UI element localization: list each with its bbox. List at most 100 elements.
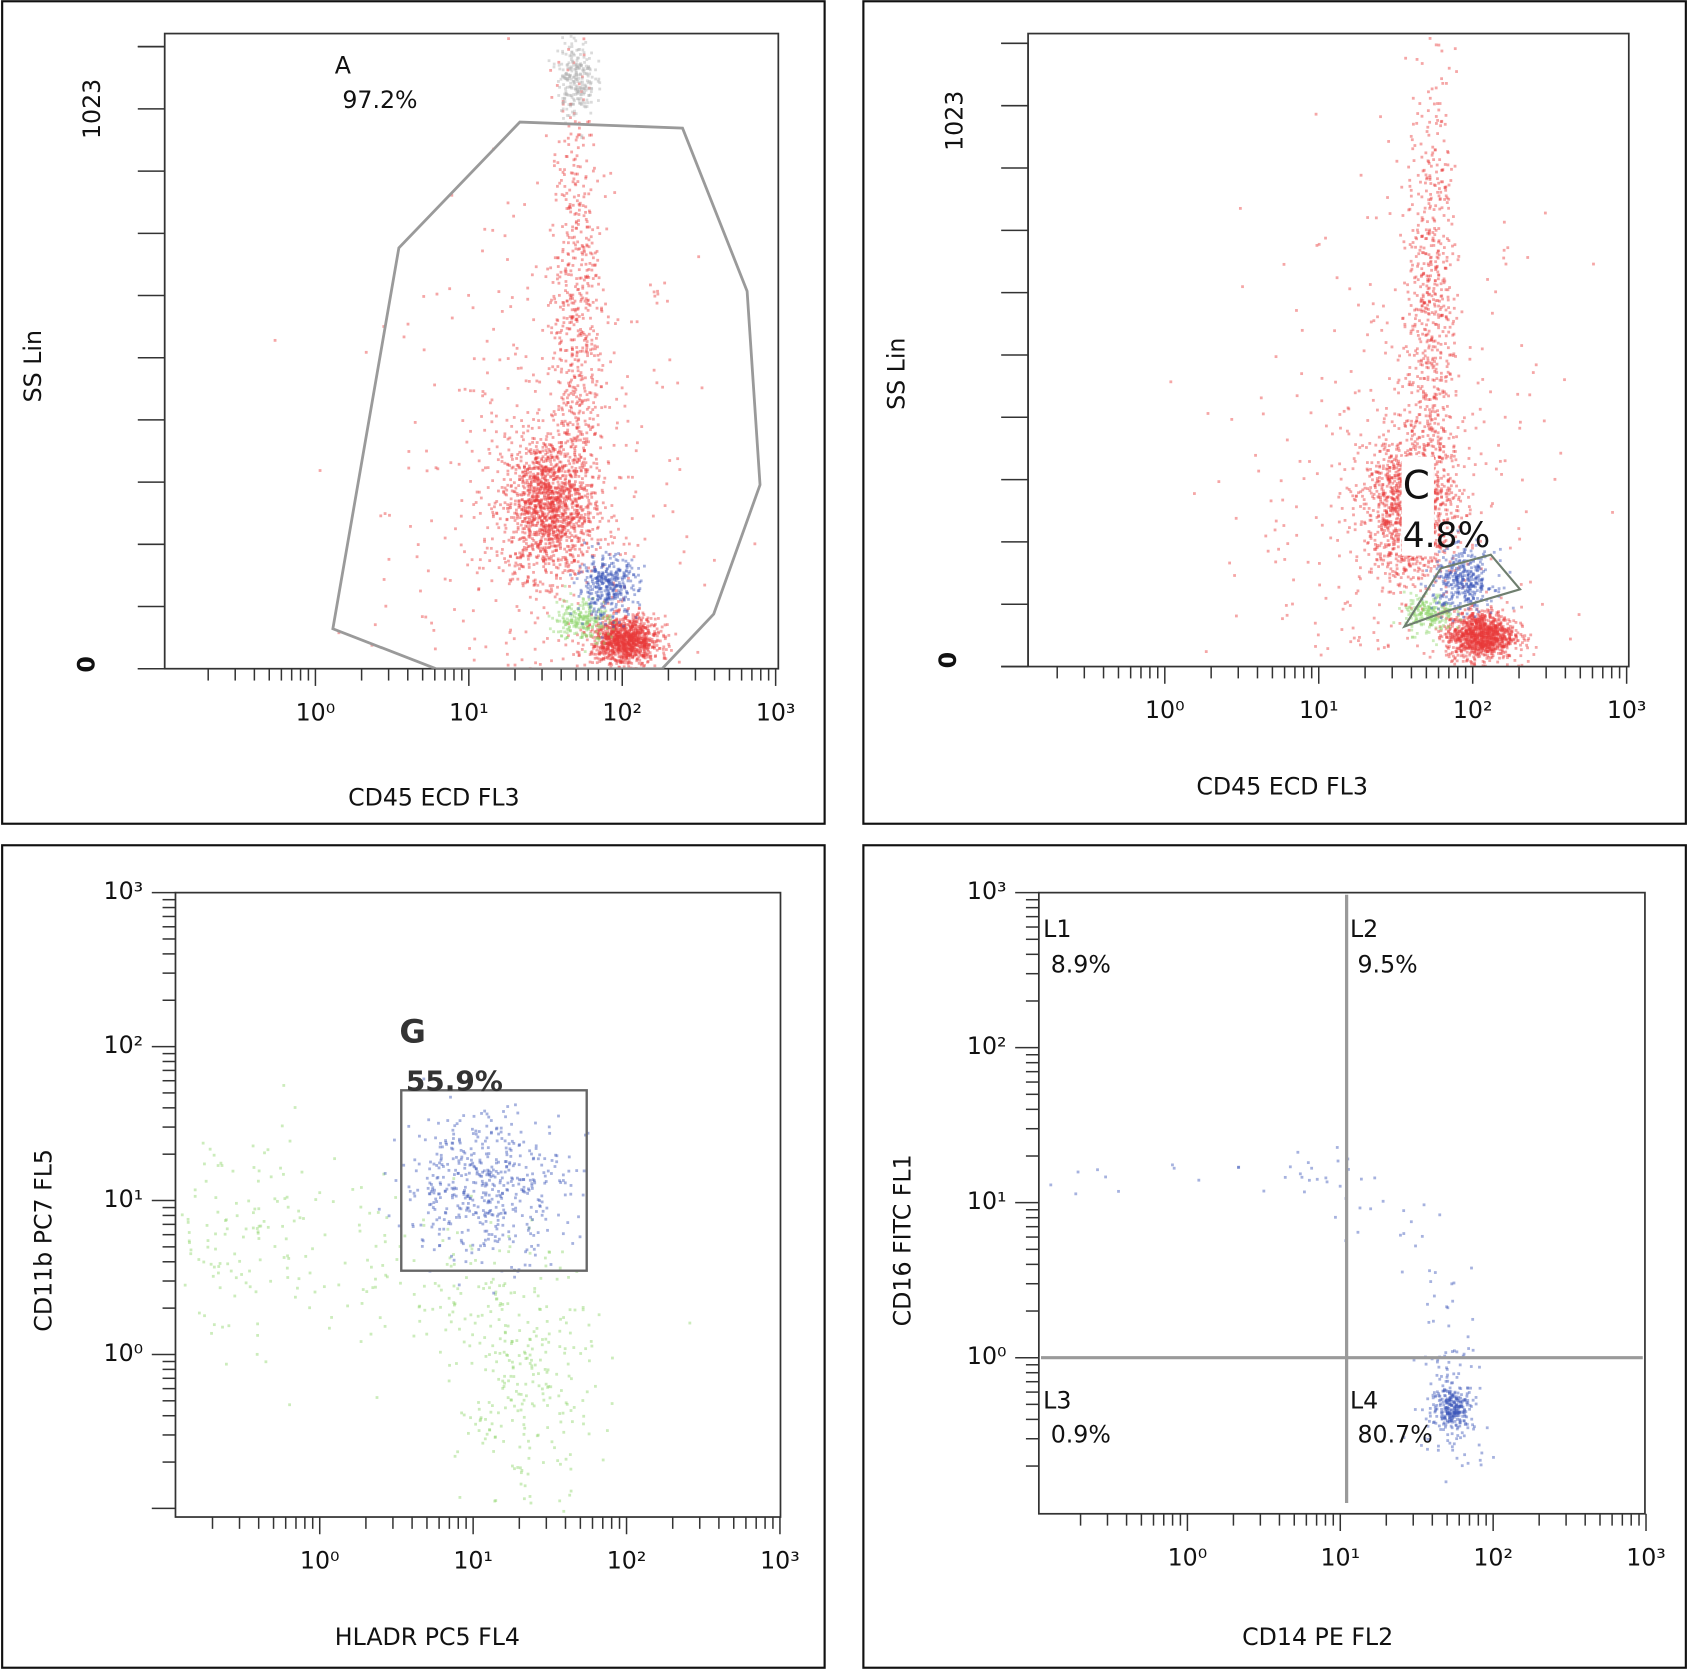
event-dot [581, 433, 584, 436]
event-dot [604, 609, 608, 613]
event-dot [1444, 508, 1447, 512]
event-dot [545, 482, 549, 486]
event-dot [593, 264, 597, 267]
event-dot [1420, 607, 1424, 611]
event-dot [574, 68, 578, 72]
event-dot [596, 645, 600, 649]
event-dot [615, 636, 619, 639]
event-dot [419, 589, 422, 593]
event-dot [630, 645, 634, 649]
event-dot [582, 616, 586, 620]
event-dot [627, 635, 630, 639]
event-dot [575, 226, 578, 230]
event-dot [549, 587, 553, 591]
event-dot [619, 593, 623, 597]
event-dot [498, 517, 502, 521]
event-dot [524, 470, 528, 474]
event-dot [626, 641, 630, 645]
event-dot [577, 613, 581, 617]
y-tick-label-zero: 0 [73, 656, 101, 672]
event-dot [1458, 489, 1462, 492]
event-dot [597, 542, 601, 546]
event-dot [605, 381, 609, 385]
event-dot [572, 625, 576, 628]
event-dot [607, 519, 611, 523]
event-dot [565, 550, 569, 554]
event-dot [620, 638, 623, 642]
event-dot [463, 550, 466, 554]
event-dot [593, 644, 597, 648]
event-dot [573, 375, 577, 379]
event-dot [541, 519, 545, 523]
event-dot [543, 557, 547, 561]
event-dot [642, 638, 645, 642]
event-dot [1397, 584, 1401, 588]
event-dot [594, 613, 598, 617]
event-dot [577, 90, 581, 94]
event-dot [602, 652, 606, 656]
event-dot [636, 639, 640, 643]
event-dot [495, 554, 499, 557]
event-dot [504, 560, 507, 564]
event-dot [605, 579, 609, 583]
event-dot [666, 299, 669, 303]
event-dot [581, 143, 585, 147]
event-dot [469, 479, 472, 483]
event-dot [575, 622, 579, 625]
gate-percent: 97.2% [342, 86, 417, 114]
event-dot [567, 103, 571, 107]
event-dot [532, 490, 536, 494]
event-dot [613, 628, 617, 632]
event-dot [567, 236, 571, 239]
event-dot [625, 591, 629, 595]
event-dot [576, 369, 580, 373]
event-dot [630, 661, 634, 665]
event-dot [626, 635, 630, 638]
event-dot [547, 546, 551, 550]
event-dot [521, 551, 525, 555]
event-dot [596, 258, 600, 262]
event-dot [570, 502, 574, 506]
event-dot [620, 660, 624, 664]
event-dot [613, 191, 617, 194]
event-dot [571, 389, 575, 393]
event-dot [1499, 596, 1503, 600]
event-dot [637, 589, 641, 593]
event-dot [623, 647, 627, 651]
event-dot [589, 391, 593, 395]
event-dot [610, 562, 613, 565]
event-dot [1379, 500, 1383, 504]
event-dot [591, 646, 595, 650]
event-dot [593, 619, 596, 623]
event-dot [638, 580, 642, 584]
event-dot [579, 611, 583, 615]
event-dot [564, 198, 568, 201]
event-dot [546, 532, 550, 536]
event-dot [575, 62, 578, 66]
event-dot [562, 321, 566, 325]
event-dot [647, 646, 651, 650]
event-dot [1234, 516, 1238, 520]
event-dot [534, 505, 538, 509]
event-dot [590, 375, 593, 379]
event-dot [567, 253, 570, 256]
event-dot [526, 578, 529, 582]
event-dot [1369, 467, 1372, 471]
event-dot [520, 435, 524, 438]
event-dot [602, 623, 606, 627]
event-dot [579, 327, 582, 331]
event-dot [575, 521, 578, 525]
event-dot [1419, 555, 1423, 559]
event-dot [581, 349, 584, 353]
event-dot [622, 597, 625, 601]
event-dot [457, 388, 461, 392]
event-dot [524, 548, 528, 552]
event-dot [554, 534, 558, 538]
event-dot [532, 583, 536, 587]
event-dot [539, 539, 543, 543]
event-dot [507, 448, 511, 452]
event-dot [578, 564, 582, 568]
event-dot [624, 648, 628, 652]
event-dot [527, 521, 530, 525]
event-dot [629, 633, 633, 637]
